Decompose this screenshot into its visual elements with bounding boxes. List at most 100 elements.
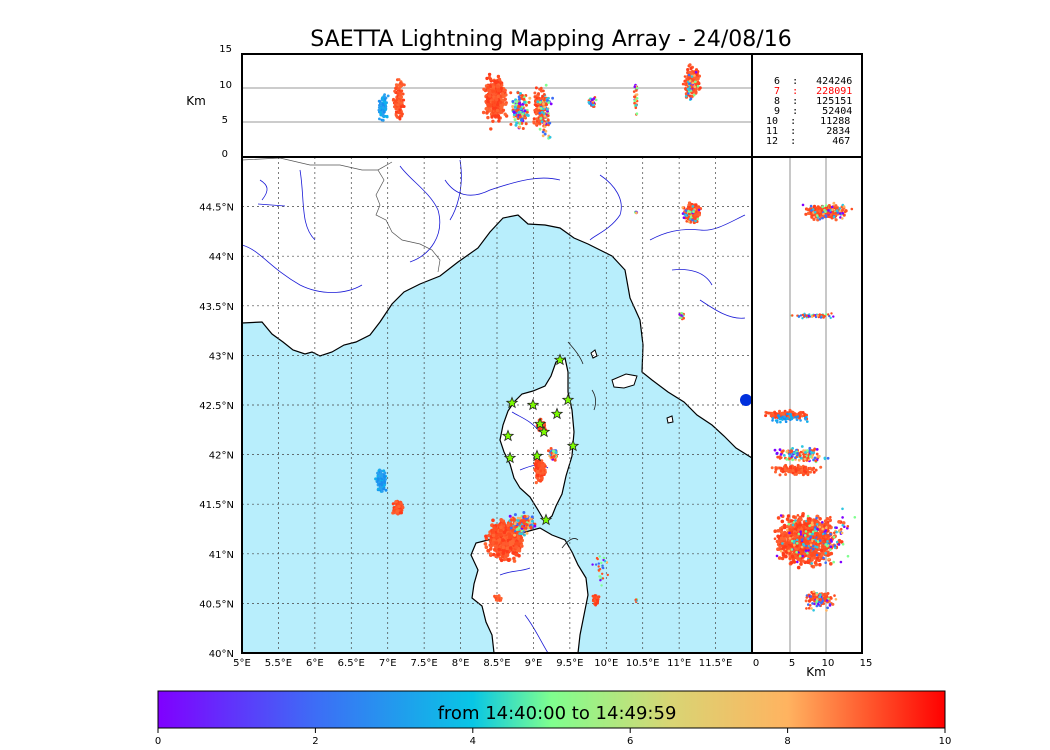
lightning-source xyxy=(523,515,527,519)
altitude-source xyxy=(544,129,548,133)
altitude-source xyxy=(383,95,387,99)
altitude-source xyxy=(795,538,799,542)
altitude-source xyxy=(831,210,835,214)
lightning-source xyxy=(591,599,595,603)
altitude-source xyxy=(834,211,837,215)
altitude-source xyxy=(532,117,536,121)
lightning-source xyxy=(552,454,556,458)
altitude-source xyxy=(814,468,818,472)
altitude-source xyxy=(771,417,775,420)
lightning-source xyxy=(531,519,534,523)
altitude-source xyxy=(810,532,814,536)
altitude-source xyxy=(503,112,507,116)
lightning-source xyxy=(516,530,519,534)
lightning-source xyxy=(540,463,544,467)
altitude-source xyxy=(783,415,786,419)
altitude-source xyxy=(819,465,823,469)
altitude-source xyxy=(546,107,549,111)
altitude-source xyxy=(831,208,834,211)
altitude-source xyxy=(778,448,782,451)
altitude-source xyxy=(824,561,827,564)
altitude-source xyxy=(540,110,544,114)
altitude-source xyxy=(806,514,810,518)
lightning-source xyxy=(599,579,602,582)
altitude-source xyxy=(400,101,404,105)
lightning-source xyxy=(501,538,505,542)
altitude-source xyxy=(778,409,781,413)
altitude-source xyxy=(535,117,539,121)
altitude-source xyxy=(820,531,823,534)
counts-panel: 6 : 424246 7 : 228091 8 : 125151 9 : 524… xyxy=(751,53,863,158)
lightning-source xyxy=(507,532,511,536)
lightning-source xyxy=(511,551,515,555)
altitude-source xyxy=(785,457,789,461)
altitude-source xyxy=(546,118,550,122)
rivers xyxy=(242,159,746,653)
lightning-source xyxy=(501,551,506,555)
lightning-source xyxy=(691,205,695,208)
lightning-source xyxy=(501,554,505,559)
altitude-source xyxy=(791,447,794,450)
altitude-source xyxy=(687,73,691,77)
altitude-source xyxy=(633,85,637,88)
altitude-source xyxy=(837,543,841,546)
altitude-source xyxy=(830,312,833,315)
altitude-source xyxy=(802,542,805,546)
altitude-source xyxy=(804,418,807,421)
altitude-source xyxy=(687,92,690,95)
altitude-source xyxy=(527,100,531,104)
altitude-source xyxy=(793,465,797,469)
lon-tick-label: 5.5°E xyxy=(265,658,292,669)
count-row-text: 8 : 125151 xyxy=(768,96,852,107)
altitude-source xyxy=(519,107,523,111)
altitude-source xyxy=(770,466,774,470)
altitude-source xyxy=(794,468,798,472)
lightning-source xyxy=(380,483,384,487)
altitude-source xyxy=(690,75,694,78)
altitude-source xyxy=(797,315,801,318)
lightning-source xyxy=(514,545,519,549)
lightning-source xyxy=(513,533,517,537)
altitude-source xyxy=(782,548,786,552)
altitude-source xyxy=(783,533,788,538)
altitude-source xyxy=(548,135,552,139)
altitude-source xyxy=(534,86,538,90)
altitude-source xyxy=(500,105,504,110)
altitude-source xyxy=(496,94,500,99)
altitude-source xyxy=(823,457,827,461)
altitude-source xyxy=(518,115,522,119)
lightning-source xyxy=(684,213,687,217)
altitude-source xyxy=(815,448,819,451)
altitude-source xyxy=(829,515,832,519)
altitude-source xyxy=(797,458,801,462)
lightning-source xyxy=(689,208,692,212)
altitude-source xyxy=(397,87,400,91)
altitude-source xyxy=(806,420,809,423)
altitude-source xyxy=(781,418,784,421)
lightning-source xyxy=(498,538,502,542)
altitude-source xyxy=(835,526,838,529)
altitude-source xyxy=(773,411,777,415)
altitude-source xyxy=(635,89,638,92)
altitude-source xyxy=(533,91,537,95)
altitude-source xyxy=(491,92,496,96)
station-star xyxy=(533,417,547,430)
altitude-source xyxy=(537,106,541,110)
altitude-source xyxy=(782,454,786,457)
altitude-source xyxy=(491,100,495,104)
altitude-source xyxy=(547,101,550,104)
altitude-source xyxy=(853,516,857,519)
altitude-source xyxy=(841,524,845,527)
altitude-source xyxy=(796,519,800,523)
altitude-source xyxy=(538,111,542,115)
altitude-source xyxy=(824,543,828,546)
altitude-source xyxy=(518,102,522,106)
altitude-source xyxy=(822,556,825,560)
altitude-source xyxy=(822,314,825,317)
altitude-source xyxy=(685,95,688,98)
altitude-source xyxy=(788,457,791,461)
altitude-source xyxy=(775,554,779,558)
lightning-source xyxy=(484,545,489,549)
lightning-source xyxy=(520,532,524,536)
altitude-source xyxy=(802,526,806,529)
